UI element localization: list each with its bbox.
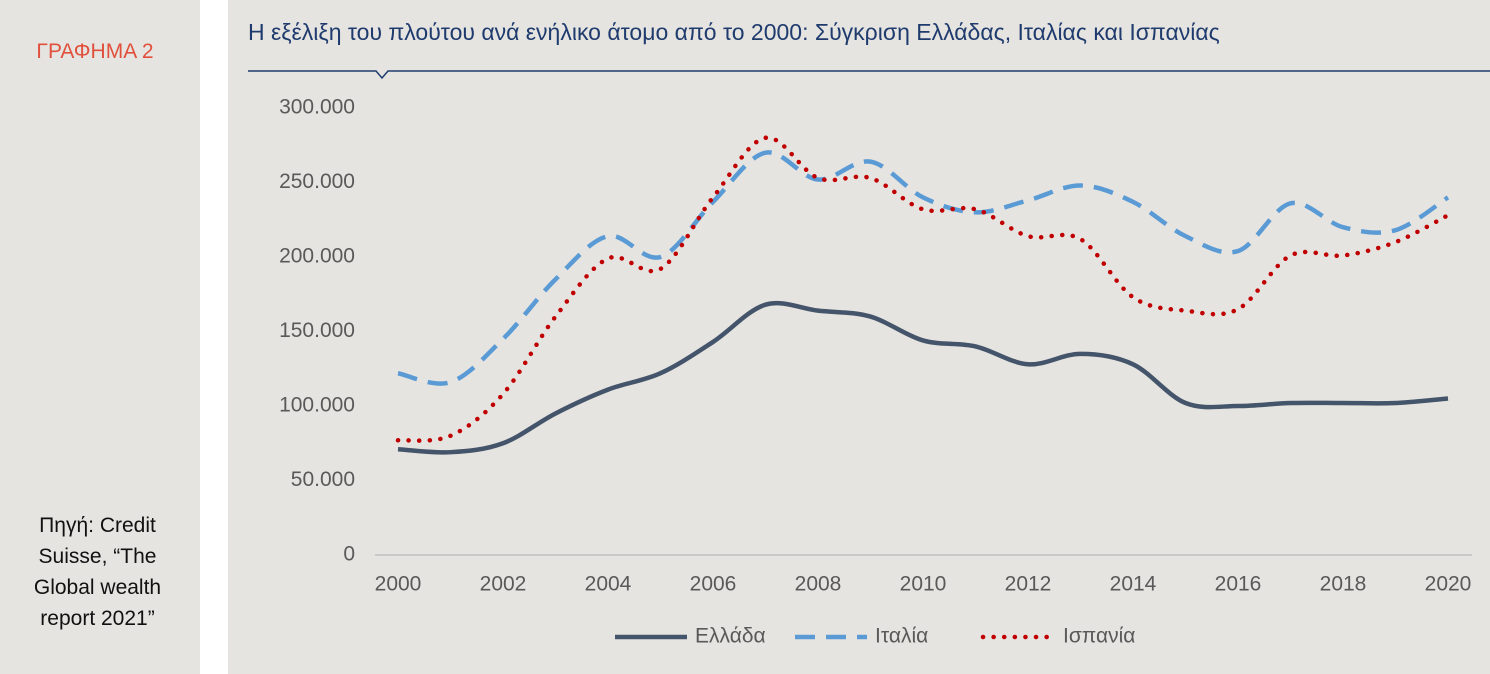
y-tick-label: 150.000 (279, 319, 355, 342)
series-line (397, 150, 1450, 386)
x-tick-label: 2018 (1320, 573, 1367, 596)
y-tick-label: 0 (343, 543, 355, 566)
y-tick-label: 100.000 (279, 394, 355, 417)
x-tick-label: 2016 (1215, 573, 1262, 596)
y-tick-label: 300.000 (279, 96, 355, 119)
chart-panel (228, 0, 1490, 674)
x-tick-label: 2002 (480, 573, 527, 596)
side-panel (0, 0, 200, 674)
y-tick-label: 200.000 (279, 245, 355, 268)
legend-label: Ελλάδα (695, 625, 766, 648)
source-note: Πηγή: Credit Suisse, “The Global wealth … (33, 514, 162, 630)
chart-title: Η εξέλιξη του πλούτου ανά ενήλικο άτομο … (248, 19, 1220, 45)
x-tick-label: 2010 (900, 573, 947, 596)
y-tick-label: 50.000 (291, 468, 355, 491)
figure-label: ΓΡΑΦΗΜΑ 2 (36, 40, 154, 63)
y-tick-label: 250.000 (279, 170, 355, 193)
x-tick-label: 2006 (690, 573, 737, 596)
title-rule (248, 70, 1490, 80)
x-tick-label: 2004 (585, 573, 632, 596)
series-line (397, 300, 1449, 455)
x-tick-label: 2012 (1005, 573, 1052, 596)
x-tick-label: 2008 (795, 573, 842, 596)
x-tick-label: 2020 (1425, 573, 1472, 596)
x-tick-label: 2000 (375, 573, 422, 596)
legend-label: Ισπανία (1063, 625, 1135, 648)
legend-label: Ιταλία (875, 625, 928, 648)
x-tick-label: 2014 (1110, 573, 1157, 596)
series-line (395, 135, 1451, 443)
